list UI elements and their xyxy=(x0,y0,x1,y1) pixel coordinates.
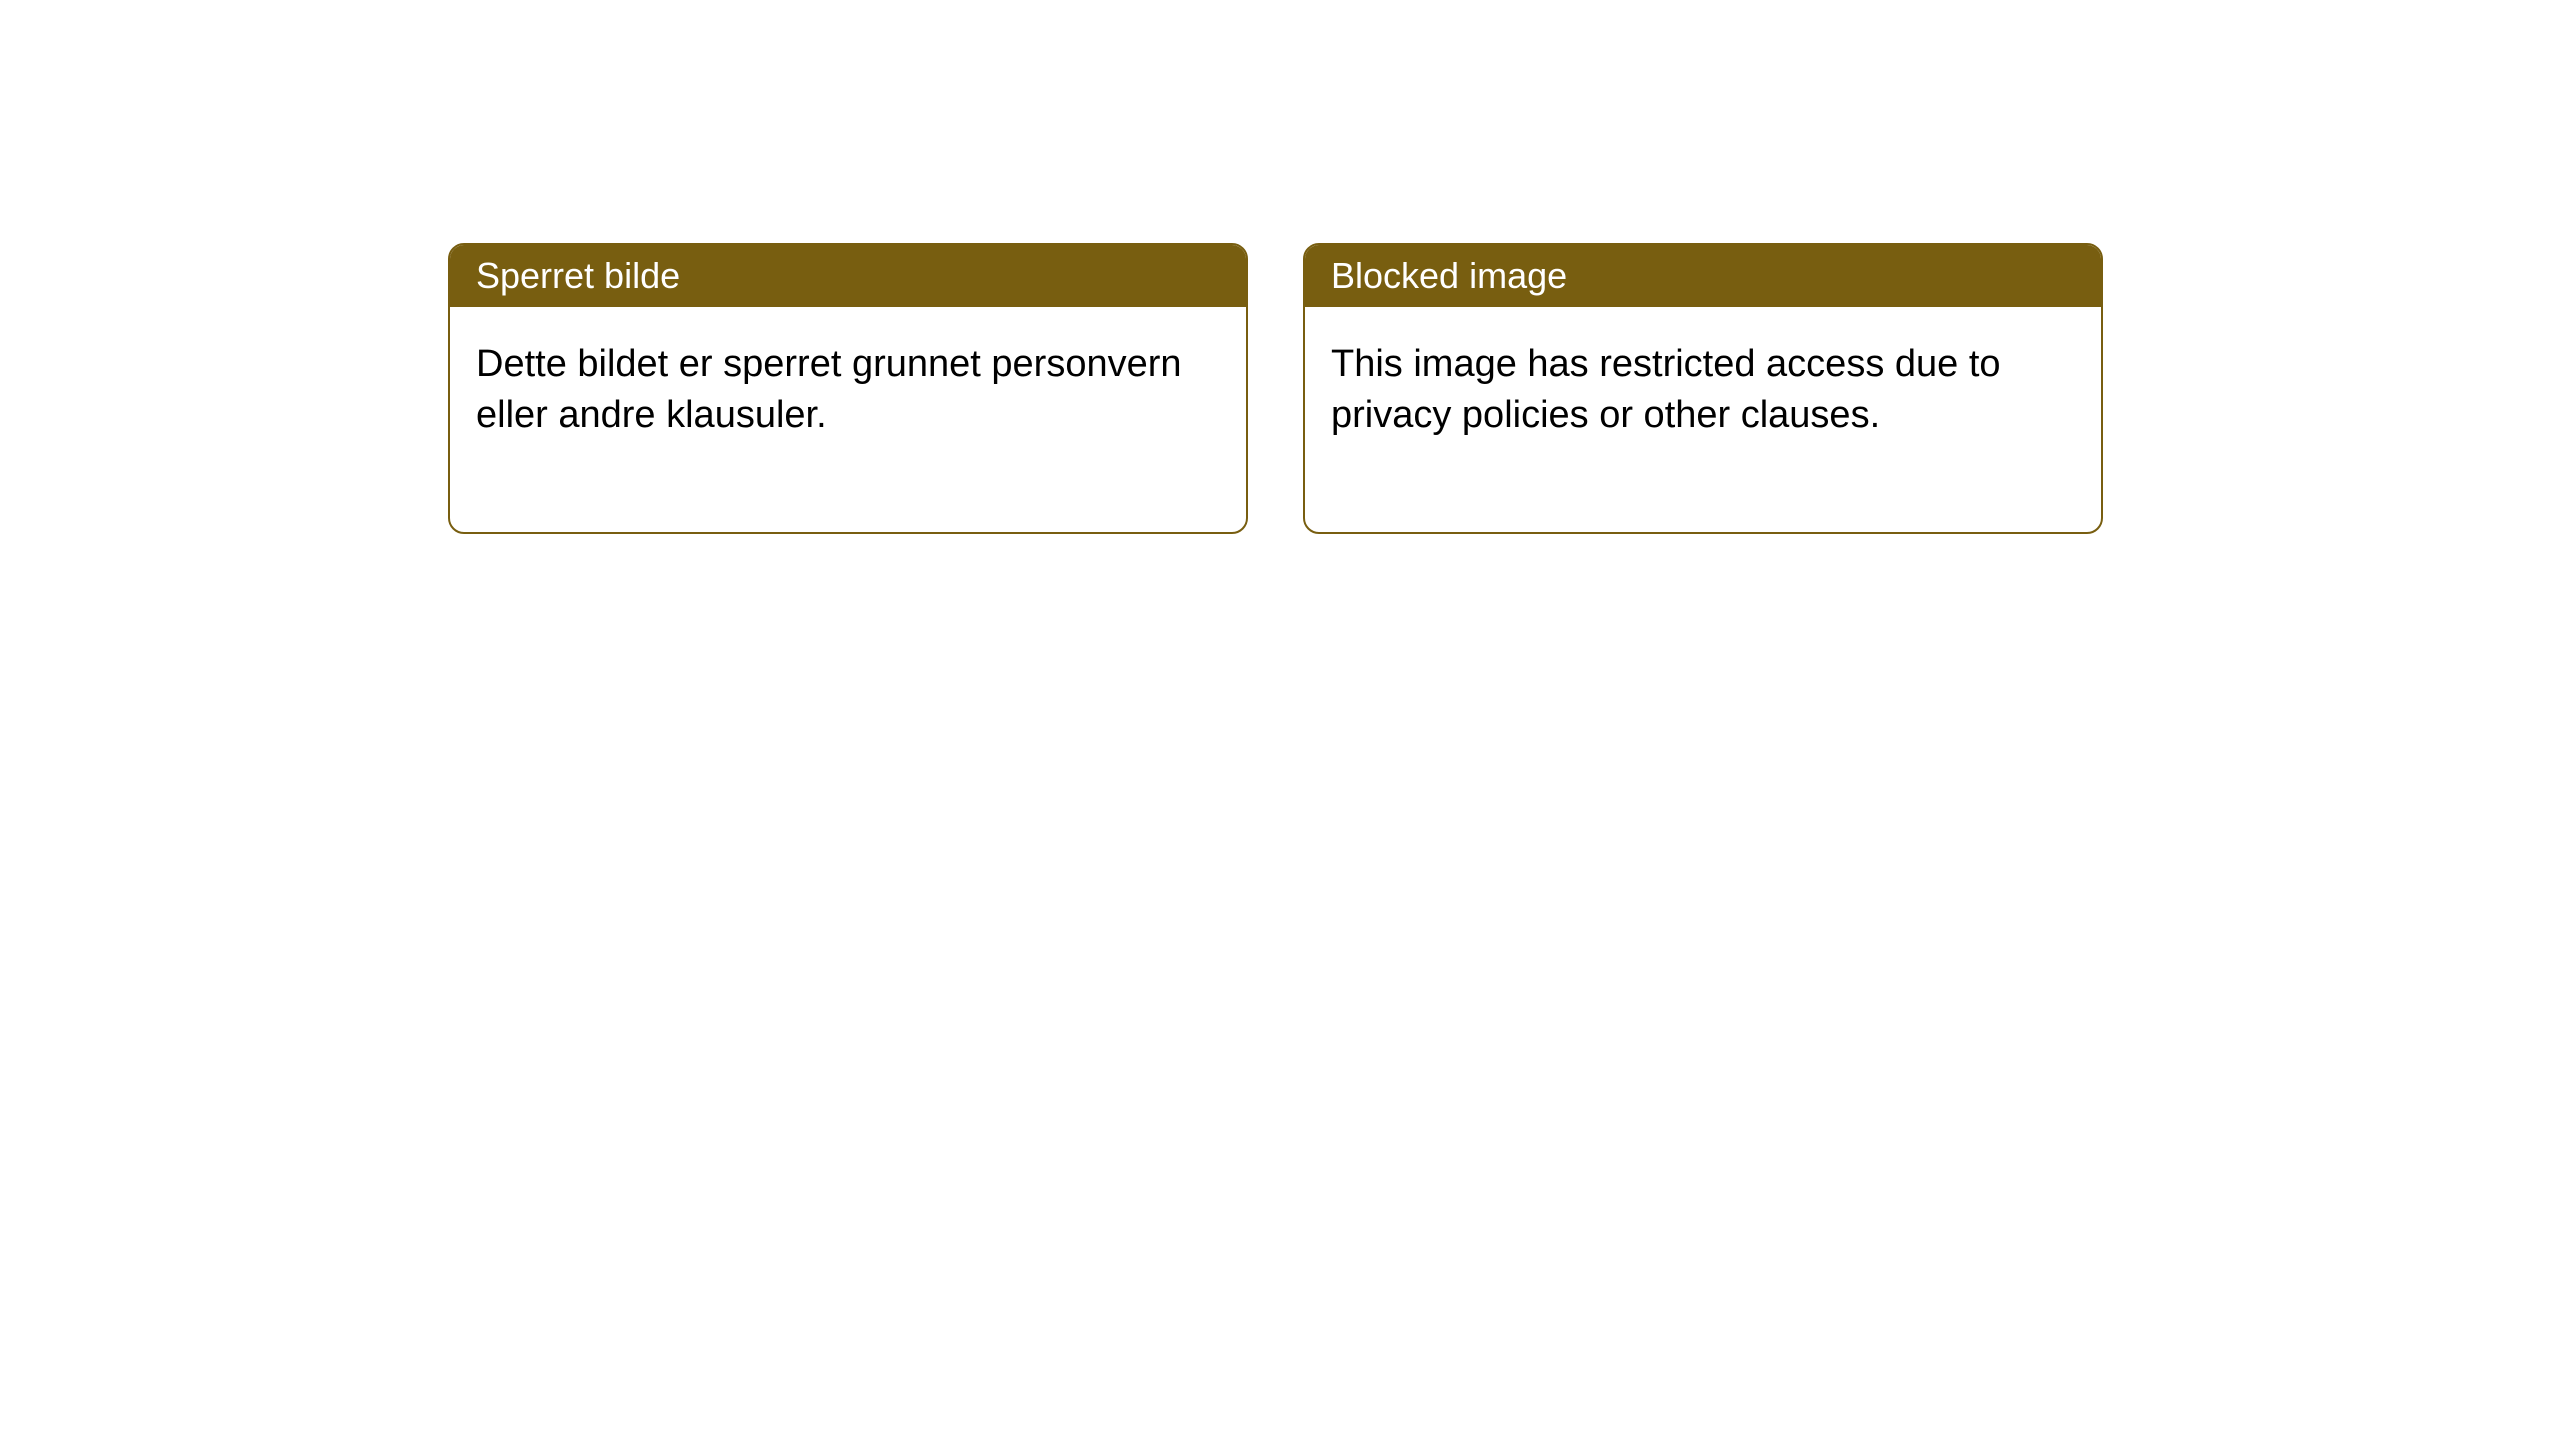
notice-body-no: Dette bildet er sperret grunnet personve… xyxy=(450,307,1246,532)
notice-title-en: Blocked image xyxy=(1331,255,1567,296)
notice-box-en: Blocked image This image has restricted … xyxy=(1303,243,2103,534)
notice-body-en: This image has restricted access due to … xyxy=(1305,307,2101,532)
notice-container: Sperret bilde Dette bildet er sperret gr… xyxy=(448,243,2103,534)
notice-body-text-no: Dette bildet er sperret grunnet personve… xyxy=(476,343,1182,436)
notice-header-no: Sperret bilde xyxy=(450,245,1246,307)
notice-title-no: Sperret bilde xyxy=(476,255,680,296)
notice-box-no: Sperret bilde Dette bildet er sperret gr… xyxy=(448,243,1248,534)
notice-header-en: Blocked image xyxy=(1305,245,2101,307)
notice-body-text-en: This image has restricted access due to … xyxy=(1331,343,2001,436)
